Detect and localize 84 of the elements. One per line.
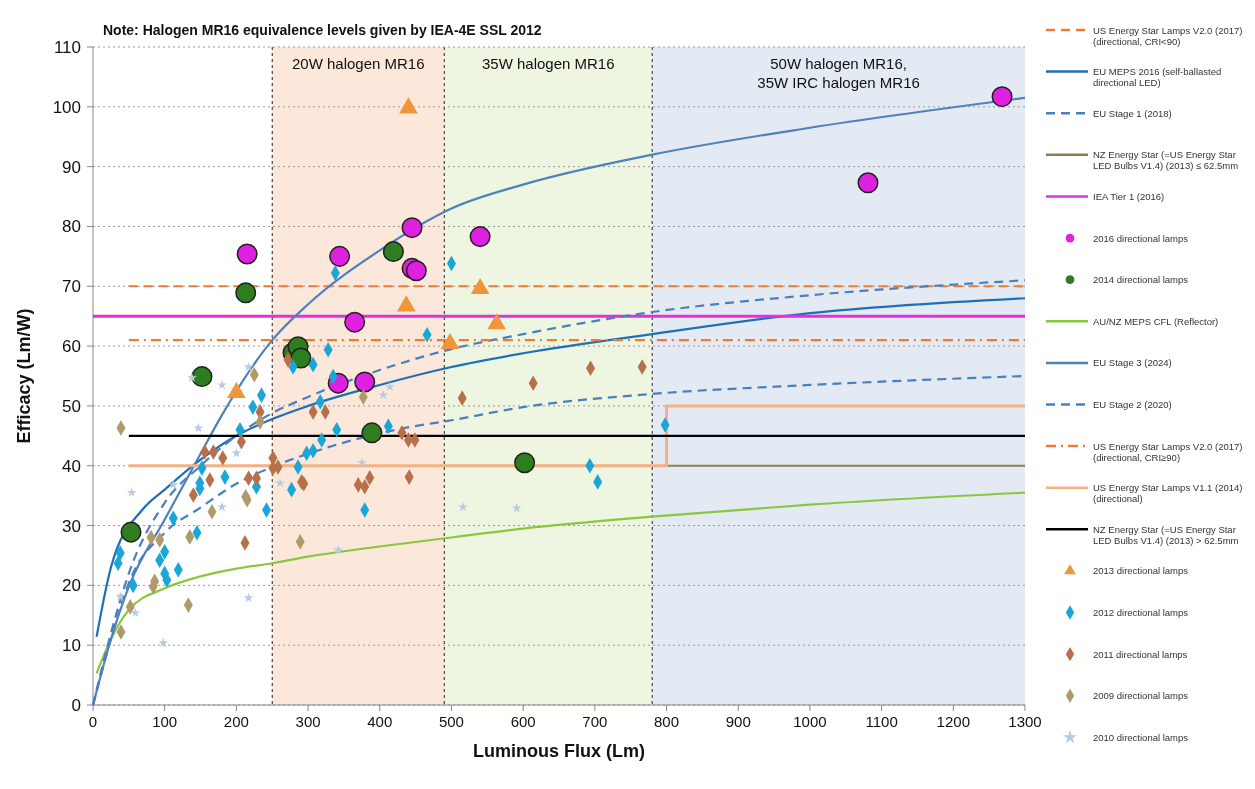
point bbox=[120, 521, 142, 543]
x-tick-label: 1100 bbox=[865, 713, 898, 730]
point bbox=[158, 637, 169, 647]
legend-label: US Energy Star Lamps V1.1 (2014) (directional) bbox=[1093, 482, 1246, 505]
point bbox=[243, 592, 254, 603]
point bbox=[235, 282, 257, 304]
y-tick-label: 40 bbox=[62, 456, 81, 476]
x-tick-label: 0 bbox=[88, 713, 98, 730]
x-tick-label: 100 bbox=[152, 713, 178, 730]
point bbox=[382, 241, 404, 263]
y-tick-label: 20 bbox=[62, 576, 81, 596]
y-tick-label: 70 bbox=[62, 277, 81, 297]
point bbox=[217, 501, 227, 512]
chart-title: Note: Halogen MR16 equivalence levels given by IEA-4E SSL 2012 bbox=[103, 22, 542, 38]
line-series bbox=[95, 297, 1027, 638]
y-tick-label: 0 bbox=[71, 696, 81, 715]
x-tick-label: 600 bbox=[510, 713, 536, 730]
point bbox=[187, 372, 197, 382]
point bbox=[168, 479, 179, 490]
point bbox=[236, 243, 258, 265]
point bbox=[991, 86, 1013, 108]
legend-label: EU Stage 1 (2018) bbox=[1093, 107, 1172, 119]
legend-label: 2016 directional lamps bbox=[1093, 232, 1189, 244]
legend-label: US Energy Star Lamps V2.0 (2017) (directional, CRI<90) bbox=[1093, 24, 1246, 47]
legend-label: AU/NZ MEPS CFL (Reflector) bbox=[1093, 315, 1219, 327]
x-tick-label: 1300 bbox=[1008, 713, 1042, 730]
legend-label: 2011 directional lamps bbox=[1093, 648, 1188, 660]
legend-label: US Energy Star Lamps V2.0 (2017) (directional, CRI≥90) bbox=[1093, 440, 1246, 463]
point bbox=[329, 245, 351, 267]
legend-label: EU Stage 3 (2024) bbox=[1093, 357, 1172, 369]
y-tick-label: 100 bbox=[52, 97, 81, 117]
x-tick-label: 700 bbox=[582, 713, 608, 730]
x-tick-label: 300 bbox=[295, 713, 321, 730]
point bbox=[361, 422, 383, 444]
point bbox=[130, 607, 141, 618]
point bbox=[126, 487, 137, 497]
point bbox=[384, 381, 395, 391]
legend-label: IEA Tier 1 (2016) bbox=[1093, 190, 1165, 202]
point bbox=[333, 544, 344, 555]
band-label: 50W halogen MR16, 35W IRC halogen MR16 bbox=[757, 55, 920, 91]
point bbox=[191, 366, 213, 388]
y-tick-label: 30 bbox=[62, 516, 81, 536]
y-tick-label: 60 bbox=[62, 337, 81, 357]
x-tick-label: 200 bbox=[223, 713, 249, 730]
point bbox=[356, 457, 367, 467]
legend-label: 2012 directional lamps bbox=[1093, 607, 1189, 619]
y-tick-label: 80 bbox=[62, 217, 81, 237]
point bbox=[115, 591, 126, 601]
legend-label: EU Stage 2 (2020) bbox=[1093, 399, 1172, 410]
legend-label: 2009 directional lamps bbox=[1093, 690, 1189, 702]
point bbox=[857, 172, 879, 194]
band-label: 20W halogen MR16 bbox=[291, 55, 425, 72]
point bbox=[401, 217, 423, 239]
y-axis-title: Efficacy (Lm/W) bbox=[14, 308, 34, 444]
band-label: 35W halogen MR16 bbox=[481, 55, 615, 72]
point bbox=[354, 371, 376, 393]
legend-label: NZ Energy Star (=US Energy Star LED Bulbs V1.4) (2013) > 62.5mm bbox=[1093, 523, 1239, 546]
y-tick-label: 110 bbox=[53, 38, 81, 57]
point bbox=[469, 226, 491, 248]
point bbox=[458, 501, 468, 512]
legend-label: 2013 directional lamps bbox=[1093, 565, 1189, 577]
y-tick-label: 50 bbox=[62, 396, 81, 416]
point bbox=[514, 452, 536, 474]
point bbox=[290, 347, 312, 369]
legend-label: 2010 directional lamps bbox=[1093, 731, 1189, 743]
point bbox=[243, 361, 254, 372]
point bbox=[231, 448, 242, 458]
legend-label: NZ Energy Star (=US Energy Star LED Bulbs V1.4) (2013) ≤ 62.5mm bbox=[1093, 149, 1239, 172]
point bbox=[217, 379, 227, 390]
point bbox=[275, 477, 286, 488]
legend-label: EU MEPS 2016 (self-ballasted directional LED) bbox=[1093, 66, 1224, 89]
y-tick-label: 90 bbox=[62, 157, 81, 177]
x-tick-label: 1000 bbox=[793, 713, 827, 730]
line-series bbox=[95, 491, 1027, 675]
x-axis-title: Luminous Flux (Lm) bbox=[473, 741, 645, 761]
x-tick-label: 900 bbox=[725, 713, 751, 730]
point bbox=[344, 311, 366, 333]
legend-label: 2014 directional lamps bbox=[1093, 274, 1189, 286]
y-tick-label: 10 bbox=[62, 636, 81, 656]
x-tick-label: 800 bbox=[654, 713, 680, 730]
point bbox=[193, 422, 204, 433]
x-tick-label: 500 bbox=[438, 713, 464, 730]
x-tick-label: 400 bbox=[367, 713, 393, 730]
x-tick-label: 1200 bbox=[936, 713, 970, 730]
